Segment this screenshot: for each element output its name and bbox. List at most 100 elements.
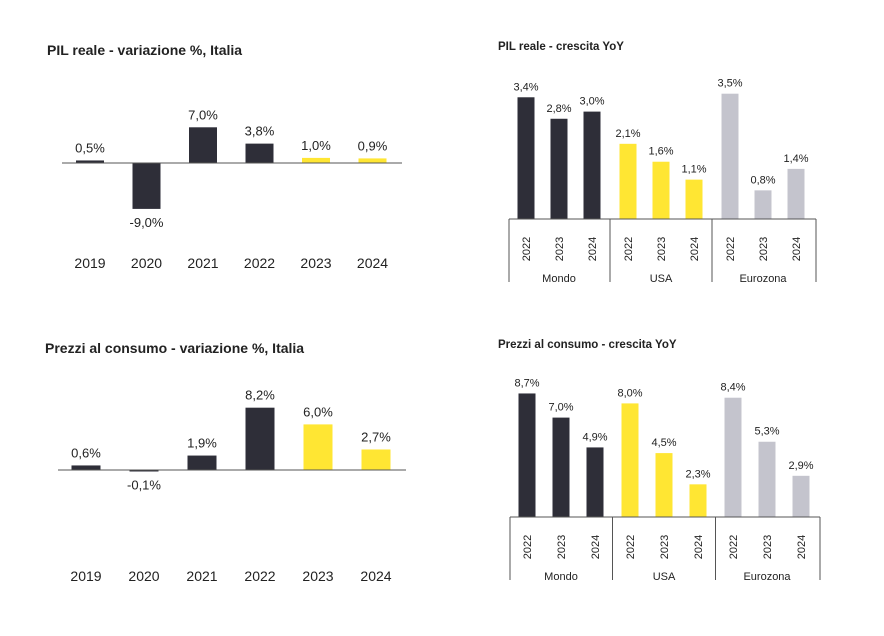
chart-title: PIL reale - crescita YoY <box>498 41 624 53</box>
group-label: Mondo <box>542 273 576 285</box>
bar <box>189 127 217 163</box>
tick-label: 2023 <box>656 237 668 261</box>
data-label: 1,6% <box>648 146 673 158</box>
bar <box>724 397 742 517</box>
tick-label: 2021 <box>187 255 218 271</box>
bar <box>689 484 707 517</box>
tick-label: 2022 <box>625 535 637 559</box>
bar <box>754 190 772 219</box>
bar <box>76 160 104 163</box>
tick-label: 2024 <box>796 535 808 559</box>
bar <box>621 403 639 517</box>
bar <box>517 97 535 219</box>
data-label: 2,9% <box>788 460 813 472</box>
bar <box>303 424 333 470</box>
bar <box>302 157 330 163</box>
bar <box>586 447 604 517</box>
tick-label: 2023 <box>762 535 774 559</box>
tick-label: 2024 <box>590 535 602 559</box>
tick-label: 2022 <box>522 535 534 559</box>
tick-label: 2024 <box>689 237 701 261</box>
bar <box>655 453 673 517</box>
bar <box>245 407 275 470</box>
data-label: 2,3% <box>685 468 710 480</box>
bar <box>685 179 703 219</box>
data-label: 0,8% <box>750 174 775 186</box>
data-label: 4,5% <box>651 437 676 449</box>
data-label: 8,2% <box>245 388 275 403</box>
data-label: 0,9% <box>358 138 388 153</box>
tick-label: 2019 <box>74 255 105 271</box>
tick-label: 2023 <box>302 568 333 584</box>
bar <box>245 143 274 163</box>
tick-label: 2022 <box>244 568 275 584</box>
bar <box>129 470 159 472</box>
bar <box>518 393 536 517</box>
data-label: 3,0% <box>579 96 604 108</box>
data-label: -9,0% <box>130 215 164 230</box>
group-label: USA <box>650 273 673 285</box>
chart-title: Prezzi al consumo - crescita YoY <box>498 339 677 351</box>
tick-label: 2024 <box>360 568 391 584</box>
data-label: 8,7% <box>514 377 539 389</box>
tick-label: 2024 <box>587 237 599 261</box>
bar <box>792 475 810 517</box>
group-label: Eurozona <box>743 571 791 583</box>
bar <box>583 111 601 219</box>
data-label: 5,3% <box>754 426 779 438</box>
tick-label: 2022 <box>244 255 275 271</box>
group-label: USA <box>653 571 676 583</box>
bar <box>787 168 805 219</box>
tick-label: 2024 <box>791 237 803 261</box>
data-label: 2,1% <box>615 128 640 140</box>
tick-label: 2024 <box>357 255 388 271</box>
chart-2: Prezzi al consumo - variazione %, Italia… <box>45 340 406 584</box>
data-label: 1,4% <box>783 153 808 165</box>
chart-3: Prezzi al consumo - crescita YoY 8,7% 2022… <box>498 339 821 583</box>
data-label: 7,0% <box>188 107 218 122</box>
data-label: 3,5% <box>717 78 742 90</box>
chart-title: PIL reale - variazione %, Italia <box>47 42 242 58</box>
bar <box>361 449 391 470</box>
data-label: 1,0% <box>301 138 331 153</box>
bar <box>652 161 670 219</box>
chart-0: PIL reale - variazione %, Italia 0,5% 2019… <box>47 42 402 271</box>
data-label: 1,9% <box>187 436 217 451</box>
tick-label: 2019 <box>70 568 101 584</box>
tick-label: 2023 <box>556 535 568 559</box>
bar <box>358 158 387 163</box>
data-label: 4,9% <box>582 431 607 443</box>
tick-label: 2022 <box>521 237 533 261</box>
bar <box>71 465 101 470</box>
bar <box>758 441 776 517</box>
chart-1: PIL reale - crescita YoY 3,4% 2022 2,8% 2023… <box>498 41 817 285</box>
data-label: 2,7% <box>361 429 391 444</box>
tick-label: 2023 <box>659 535 671 559</box>
bar <box>187 455 217 470</box>
bar <box>619 143 637 219</box>
tick-label: 2022 <box>725 237 737 261</box>
tick-label: 2020 <box>131 255 162 271</box>
bar <box>132 163 161 209</box>
bar <box>550 118 568 219</box>
data-label: 8,0% <box>617 387 642 399</box>
tick-label: 2023 <box>554 237 566 261</box>
data-label: 8,4% <box>720 382 745 394</box>
data-label: 6,0% <box>303 404 333 419</box>
tick-label: 2023 <box>758 237 770 261</box>
data-label: 0,6% <box>71 445 101 460</box>
tick-label: 2022 <box>728 535 740 559</box>
group-label: Mondo <box>544 571 578 583</box>
chart-title: Prezzi al consumo - variazione %, Italia <box>45 340 304 356</box>
group-label: Eurozona <box>739 273 787 285</box>
tick-label: 2021 <box>186 568 217 584</box>
data-label: 0,5% <box>75 140 105 155</box>
data-label: 1,1% <box>681 164 706 176</box>
tick-label: 2022 <box>623 237 635 261</box>
tick-label: 2024 <box>693 535 705 559</box>
data-label: 2,8% <box>546 103 571 115</box>
data-label: -0,1% <box>127 478 161 493</box>
bar <box>721 93 739 219</box>
tick-label: 2020 <box>128 568 159 584</box>
